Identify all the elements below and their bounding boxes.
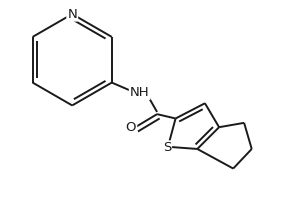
Text: S: S bbox=[163, 141, 171, 154]
Text: N: N bbox=[67, 8, 77, 21]
Text: NH: NH bbox=[130, 86, 149, 99]
Text: O: O bbox=[126, 121, 136, 134]
